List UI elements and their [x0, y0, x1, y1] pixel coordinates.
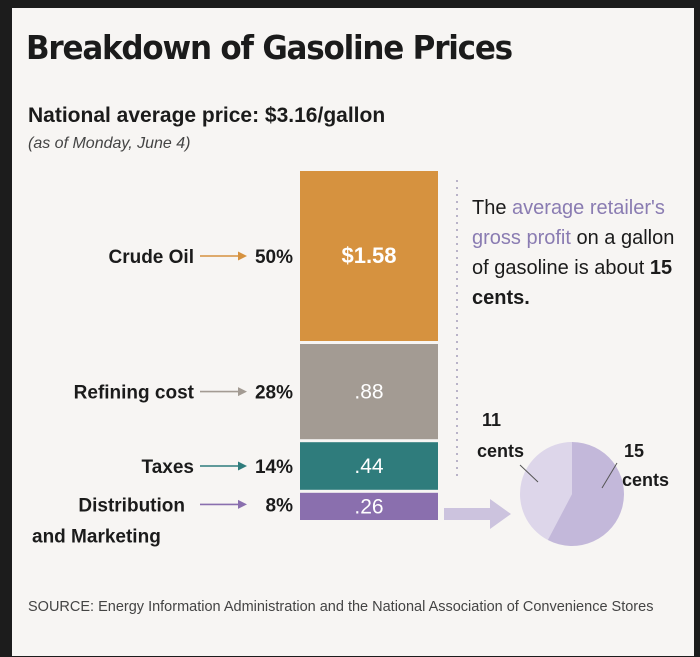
chart-title: Breakdown of Gasoline Prices — [26, 28, 513, 67]
percent-label-refining-cost: 28% — [255, 383, 293, 404]
note-highlight: average retailer's gross profit — [472, 197, 665, 249]
category-label-distribution-and-marketing: Distribution — [78, 495, 185, 516]
pie-leader-15 — [601, 462, 618, 489]
gas-price-chart: $1.58 50% Crude Oil .88 28% Refining cost .44 1… — [32, 171, 669, 547]
pointer-arrow — [444, 499, 511, 529]
percent-label-taxes: 14% — [255, 457, 293, 478]
as-of-date: (as of Monday, June 4) — [28, 135, 191, 152]
value-label-taxes: .44 — [354, 455, 384, 478]
pie-label-11-unit: cents — [477, 441, 524, 461]
note-bold-amount: 15 cents. — [472, 257, 673, 309]
value-label-crude-oil: $1.58 — [341, 243, 396, 268]
percent-label-distribution-and-marketing: 8% — [266, 495, 294, 516]
bar-segment-refining-cost — [300, 344, 438, 440]
pie-label-11-number: 11 — [482, 410, 501, 430]
pie-slice-11-cents — [520, 442, 572, 541]
bar-segment-distribution-and-marketing — [300, 492, 438, 520]
category-label-distribution-and-marketing-line-2: and Marketing — [32, 526, 161, 547]
profit-note: The average retailer's gross profit on a… — [472, 193, 687, 313]
pie-label-15-unit: cents — [622, 470, 669, 490]
category-label-refining-cost: Refining cost — [74, 383, 195, 404]
arrowhead-distribution-and-marketing — [238, 499, 247, 509]
source-note: SOURCE: Energy Information Administratio… — [28, 599, 654, 615]
value-label-distribution-and-marketing: .26 — [354, 495, 383, 518]
arrowhead-refining-cost — [238, 387, 247, 397]
arrowhead-crude-oil — [238, 251, 247, 261]
pie-leader-11 — [519, 464, 539, 483]
category-label-crude-oil: Crude Oil — [108, 247, 194, 268]
chart-subtitle: National average price: $3.16/gallon — [28, 104, 386, 127]
bar-segment-taxes — [300, 442, 438, 490]
note-text-middle: on a gallon of gasoline is about — [472, 227, 675, 279]
category-label-taxes: Taxes — [142, 457, 194, 478]
bar-segment-crude-oil — [300, 171, 438, 341]
percent-label-crude-oil: 50% — [255, 247, 293, 268]
infographic-card: Breakdown of Gasoline Prices National av… — [12, 8, 694, 656]
pie-label-15-number: 15 — [624, 441, 644, 461]
value-label-refining-cost: .88 — [354, 381, 383, 404]
note-text-start: The — [472, 197, 513, 219]
pie-slice-15-cents — [547, 442, 624, 546]
arrowhead-taxes — [238, 461, 247, 471]
